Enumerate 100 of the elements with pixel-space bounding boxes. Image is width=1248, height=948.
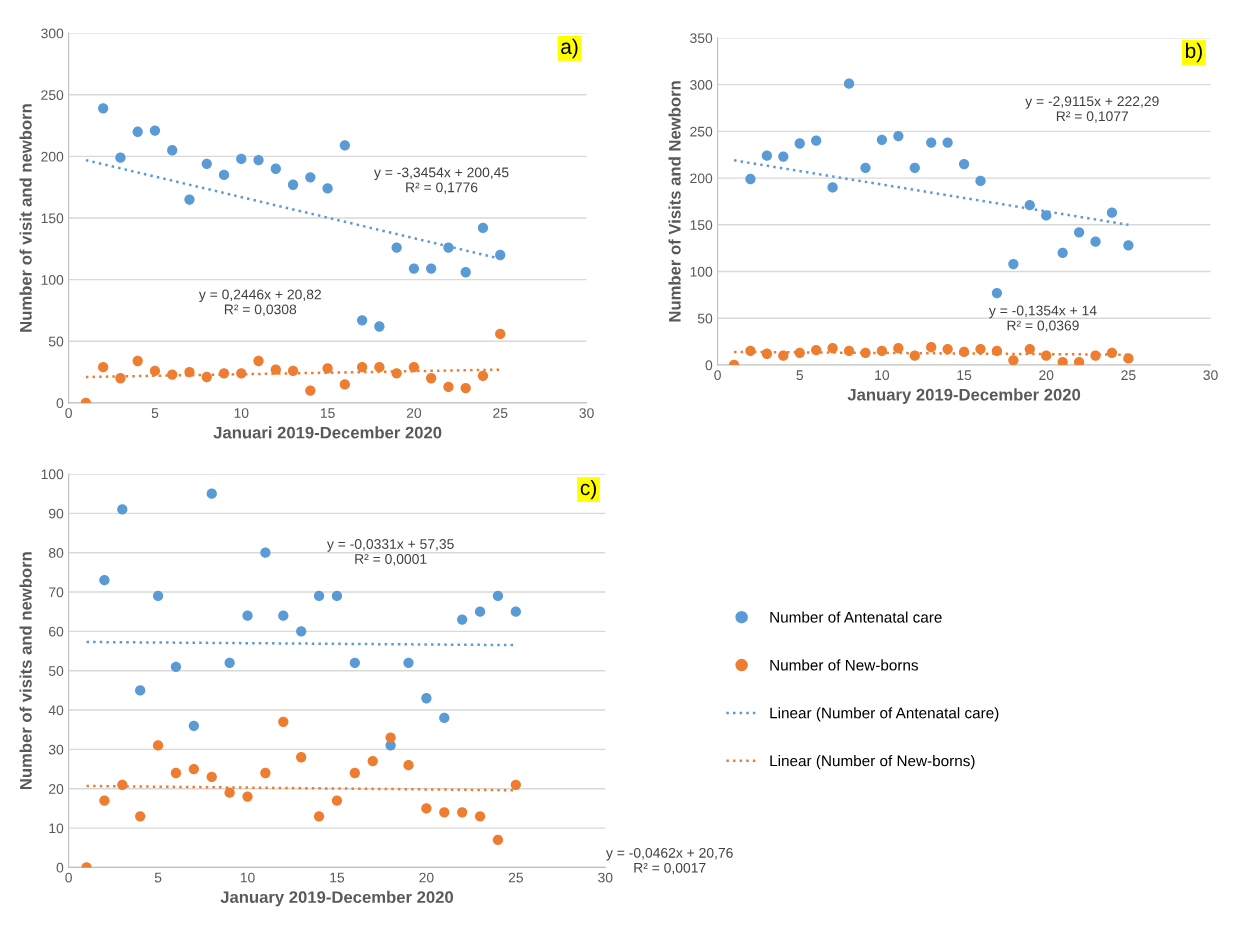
point — [926, 137, 937, 148]
point — [991, 287, 1003, 299]
x-axis-title: January 2019-December 2020 — [220, 890, 454, 907]
point — [439, 712, 450, 724]
point — [909, 162, 920, 173]
point — [1008, 355, 1019, 365]
point — [385, 732, 396, 743]
point — [408, 362, 420, 373]
legend-label: Linear (Number of New-borns) — [770, 755, 975, 770]
point — [426, 373, 437, 384]
annotation: y = 0,2446x + 20,82 R² = 0,0308 — [198, 289, 321, 316]
point — [794, 138, 805, 149]
y-tick-label: 40 — [48, 705, 64, 716]
annotation: y = -0,0331x + 57,35 R² = 0,0001 — [326, 539, 454, 566]
point — [811, 135, 822, 146]
point — [876, 345, 888, 357]
point — [339, 140, 351, 151]
x-tick-label: 15 — [330, 872, 345, 883]
y-tick-label: 300 — [690, 79, 713, 90]
point — [1073, 227, 1085, 238]
x-tick-label: 25 — [508, 872, 523, 883]
point — [115, 373, 126, 384]
point — [287, 365, 299, 377]
point — [278, 716, 289, 727]
point — [313, 590, 325, 602]
point — [991, 345, 1003, 357]
x-tick-label: 0 — [65, 872, 72, 883]
point — [477, 370, 489, 381]
point — [167, 369, 178, 380]
point — [260, 767, 271, 779]
point — [811, 344, 822, 356]
point — [149, 125, 161, 136]
y-axis-title: Number of visit and newborn — [19, 104, 32, 332]
y-tick-label: 200 — [690, 173, 713, 184]
y-tick-label: 150 — [41, 213, 64, 224]
annotation: b) — [1185, 42, 1202, 63]
point — [132, 355, 143, 367]
y-tick-label: 100 — [690, 266, 713, 277]
y-tick-label: 20 — [49, 784, 64, 794]
y-tick-label: 50 — [48, 336, 64, 347]
x-tick-label: 20 — [406, 408, 422, 418]
point — [403, 759, 414, 771]
point — [474, 811, 486, 822]
x-tick-label: 5 — [154, 872, 162, 883]
point — [1090, 350, 1101, 361]
point — [331, 590, 343, 602]
point — [495, 328, 506, 340]
point — [270, 163, 281, 174]
y-tick-label: 0 — [56, 398, 64, 409]
point — [305, 172, 316, 183]
point — [206, 771, 217, 783]
point — [761, 348, 773, 359]
point — [260, 547, 271, 558]
y-tick-label: 10 — [49, 823, 64, 834]
y-tick-label: 200 — [41, 151, 64, 162]
x-tick-label: 0 — [65, 408, 72, 418]
point — [1106, 347, 1118, 358]
point — [167, 145, 178, 156]
point — [408, 263, 420, 274]
point — [152, 590, 164, 602]
point — [170, 767, 182, 779]
point — [443, 242, 454, 253]
point — [1041, 210, 1052, 221]
point — [761, 150, 773, 161]
point — [152, 740, 164, 751]
x-tick-label: 5 — [796, 370, 804, 381]
y-tick-label: 50 — [697, 313, 713, 324]
legend-label: Number of Antenatal care — [770, 611, 942, 623]
y-tick-label: 100 — [41, 274, 64, 285]
point — [99, 795, 110, 806]
x-tick-label: 0 — [714, 370, 721, 381]
point — [218, 169, 230, 181]
point — [860, 347, 871, 358]
x-tick-label: 30 — [579, 408, 594, 418]
point — [356, 362, 368, 373]
point — [339, 379, 351, 390]
point — [253, 154, 264, 166]
point — [860, 162, 871, 173]
point — [794, 347, 805, 358]
point — [184, 366, 195, 378]
x-tick-label: 15 — [957, 370, 972, 381]
point — [443, 381, 454, 393]
x-tick-label: 15 — [320, 408, 335, 418]
point — [242, 791, 253, 802]
x-tick-label: 20 — [419, 872, 434, 883]
x-tick-label: 5 — [151, 408, 159, 418]
point — [374, 321, 385, 332]
point — [426, 263, 437, 274]
point — [242, 610, 253, 621]
point — [1024, 200, 1035, 211]
legend-label: Number of New-borns — [770, 659, 919, 671]
annotation: y = -2,9115x + 222,29 R² = 0,1077 — [1025, 96, 1159, 123]
y-tick-label: 50 — [48, 666, 64, 676]
point — [876, 134, 888, 145]
point — [305, 385, 316, 396]
point — [510, 606, 521, 617]
point — [958, 158, 970, 170]
point — [1041, 350, 1052, 361]
point — [1008, 258, 1019, 270]
point — [313, 811, 325, 822]
